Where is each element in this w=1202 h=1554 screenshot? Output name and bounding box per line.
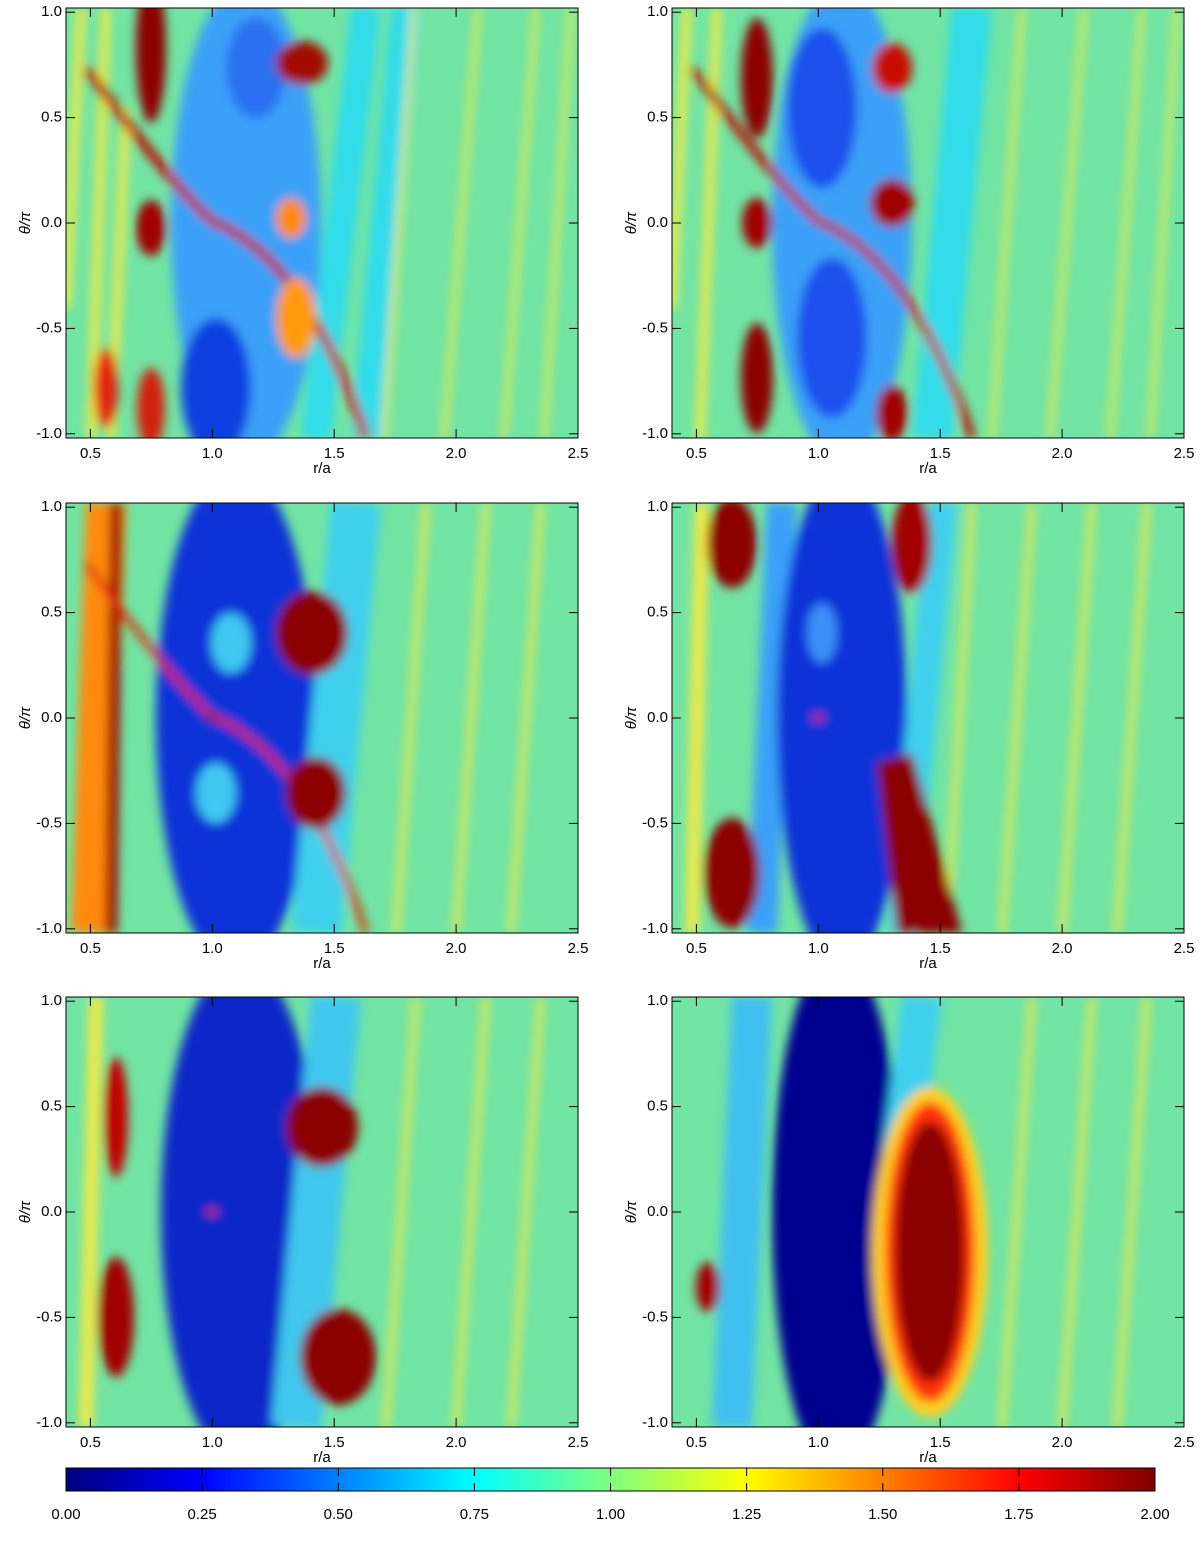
x-tick-label: 2.5 <box>1174 1434 1195 1451</box>
colorbar-tick-label: 1.25 <box>732 1506 761 1523</box>
y-tick-label: -1.0 <box>36 425 62 442</box>
y-tick-label: 1.0 <box>41 992 62 1009</box>
density-field <box>66 8 578 438</box>
x-tick-label: 2.5 <box>1174 940 1195 957</box>
x-tick-label: 2.5 <box>568 1434 589 1451</box>
x-tick-label: 1.0 <box>808 940 829 957</box>
y-tick-label: 0.0 <box>41 1203 62 1220</box>
x-tick-label: 2.0 <box>1052 1434 1073 1451</box>
x-tick-label: 2.0 <box>1052 940 1073 957</box>
colorbar-tick-label: 2.00 <box>1140 1506 1169 1523</box>
x-axis-label: r/a <box>919 1449 937 1466</box>
x-tick-label: 1.0 <box>202 940 223 957</box>
y-axis-label: θ/π <box>17 1200 34 1223</box>
x-tick-label: 1.0 <box>808 1434 829 1451</box>
y-axis-label: θ/π <box>623 211 640 234</box>
x-tick-label: 2.0 <box>446 1434 467 1451</box>
x-axis-label: r/a <box>919 460 937 477</box>
x-tick-label: 0.5 <box>80 445 101 462</box>
y-tick-label: 0.5 <box>647 1098 668 1115</box>
x-tick-label: 1.5 <box>324 445 345 462</box>
x-tick-label: 2.5 <box>568 940 589 957</box>
y-tick-label: 0.5 <box>41 1098 62 1115</box>
y-tick-label: -0.5 <box>36 319 62 336</box>
y-tick-label: -0.5 <box>36 1308 62 1325</box>
colorbar-tick-label: 0.75 <box>460 1506 489 1523</box>
density-field <box>672 8 1184 438</box>
density-field <box>66 997 578 1427</box>
y-tick-label: 1.0 <box>647 498 668 515</box>
density-field <box>66 503 578 933</box>
y-tick-label: -1.0 <box>642 1414 668 1431</box>
y-tick-label: 0.0 <box>647 214 668 231</box>
y-tick-label: 1.0 <box>647 3 668 20</box>
y-tick-label: 1.0 <box>41 3 62 20</box>
x-axis-label: r/a <box>313 1449 331 1466</box>
x-tick-label: 1.0 <box>202 1434 223 1451</box>
y-tick-label: -1.0 <box>36 1414 62 1431</box>
y-axis-label: θ/π <box>17 706 34 729</box>
x-tick-label: 0.5 <box>80 1434 101 1451</box>
y-axis-label: θ/π <box>623 706 640 729</box>
colorbar-tick-label: 1.50 <box>868 1506 897 1523</box>
y-tick-label: 0.0 <box>647 709 668 726</box>
x-axis-label: r/a <box>919 955 937 972</box>
colorbar-tick-label: 0.00 <box>51 1506 80 1523</box>
x-tick-label: 1.5 <box>930 445 951 462</box>
y-tick-label: 0.5 <box>41 604 62 621</box>
x-tick-label: 2.5 <box>1174 445 1195 462</box>
x-tick-label: 0.5 <box>80 940 101 957</box>
x-tick-label: 2.0 <box>446 445 467 462</box>
y-tick-label: 0.0 <box>41 709 62 726</box>
x-tick-label: 1.5 <box>324 940 345 957</box>
x-tick-label: 1.5 <box>930 940 951 957</box>
y-axis-label: θ/π <box>17 211 34 234</box>
x-tick-label: 1.5 <box>930 1434 951 1451</box>
density-field <box>672 503 1184 933</box>
y-tick-label: 1.0 <box>41 498 62 515</box>
y-tick-label: -0.5 <box>642 814 668 831</box>
x-tick-label: 2.0 <box>1052 445 1073 462</box>
x-tick-label: 0.5 <box>686 940 707 957</box>
colorbar-tick-label: 1.00 <box>596 1506 625 1523</box>
y-tick-label: -1.0 <box>642 920 668 937</box>
colorbar-tick-label: 1.75 <box>1004 1506 1033 1523</box>
y-tick-label: -1.0 <box>642 425 668 442</box>
x-tick-label: 0.5 <box>686 1434 707 1451</box>
y-tick-label: 0.5 <box>647 604 668 621</box>
y-tick-label: -0.5 <box>642 1308 668 1325</box>
x-tick-label: 1.5 <box>324 1434 345 1451</box>
colorbar-tick-label: 0.25 <box>188 1506 217 1523</box>
y-tick-label: 0.5 <box>41 109 62 126</box>
y-tick-label: 0.0 <box>41 214 62 231</box>
y-tick-label: 1.0 <box>647 992 668 1009</box>
y-tick-label: 0.0 <box>647 1203 668 1220</box>
y-tick-label: -0.5 <box>642 319 668 336</box>
x-axis-label: r/a <box>313 460 331 477</box>
x-tick-label: 2.5 <box>568 445 589 462</box>
x-tick-label: 1.0 <box>202 445 223 462</box>
density-field <box>672 997 1184 1427</box>
y-tick-label: -0.5 <box>36 814 62 831</box>
colorbar-tick-label: 0.50 <box>324 1506 353 1523</box>
y-tick-label: -1.0 <box>36 920 62 937</box>
y-tick-label: 0.5 <box>647 109 668 126</box>
x-tick-label: 0.5 <box>686 445 707 462</box>
x-tick-label: 2.0 <box>446 940 467 957</box>
x-axis-label: r/a <box>313 955 331 972</box>
x-tick-label: 1.0 <box>808 445 829 462</box>
y-axis-label: θ/π <box>623 1200 640 1223</box>
